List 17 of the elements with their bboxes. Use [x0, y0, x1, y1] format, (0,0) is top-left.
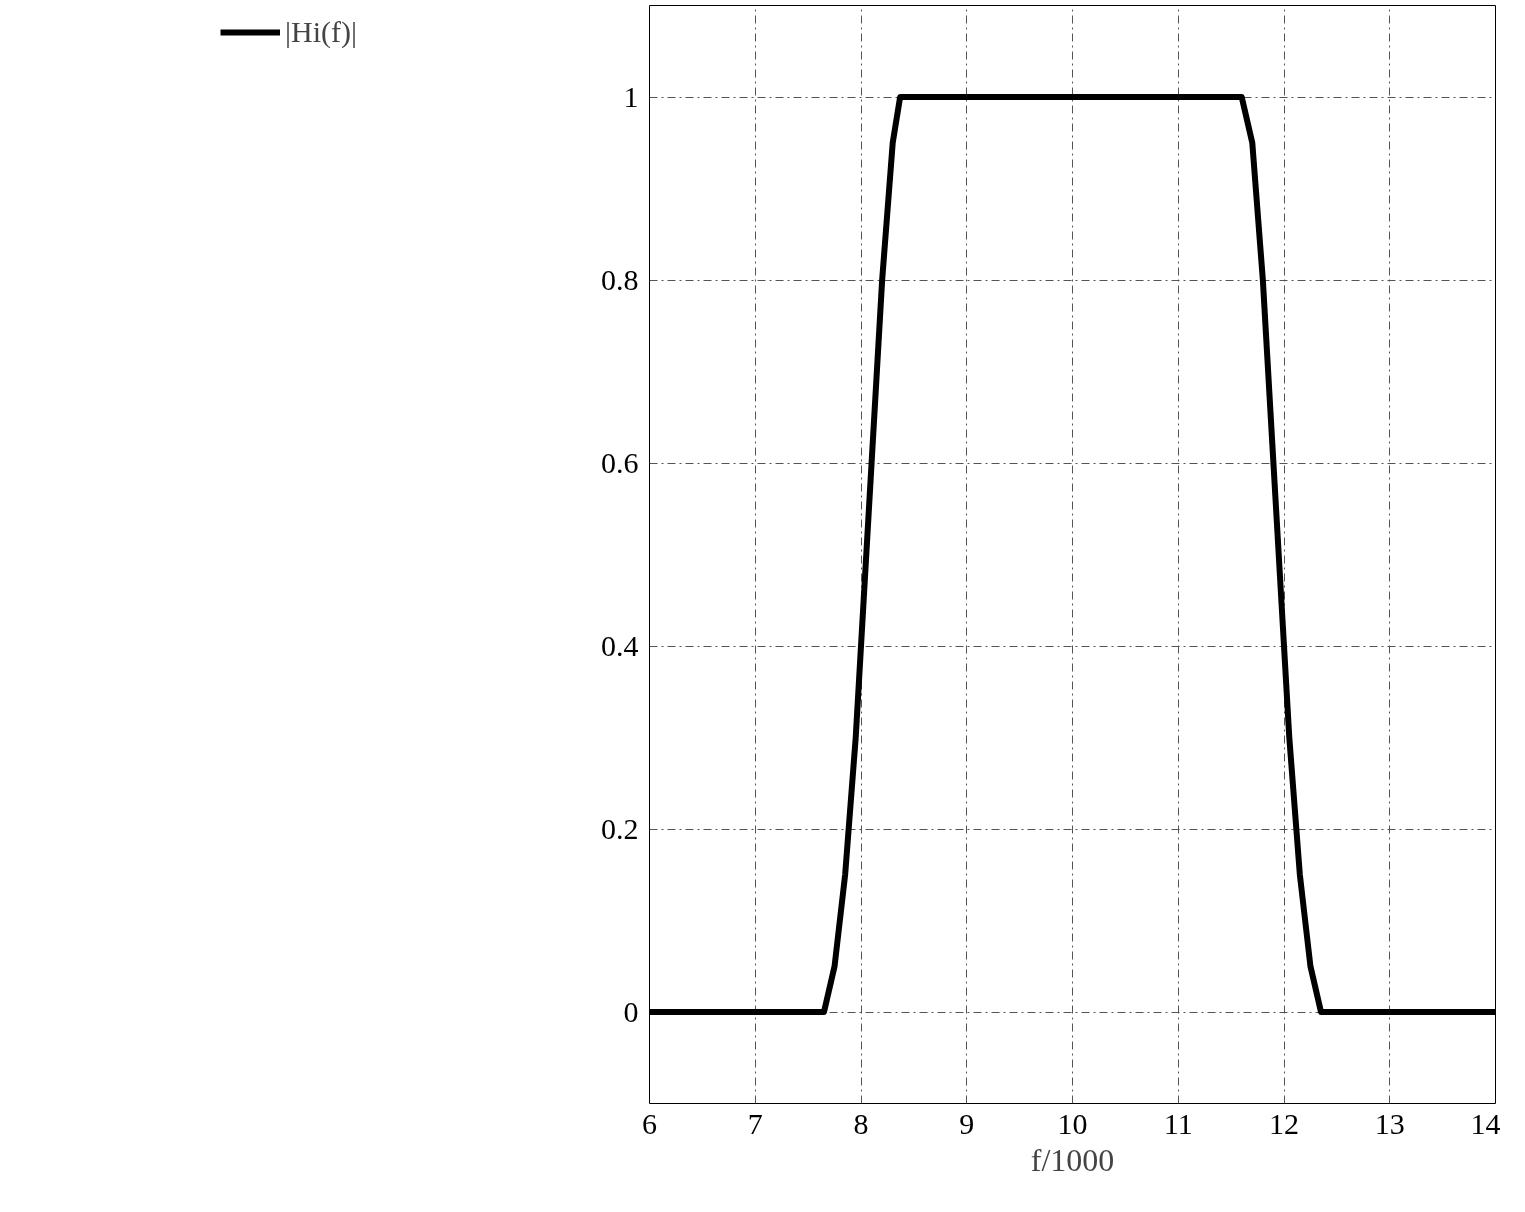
x-tick-label: 13 — [1374, 1106, 1405, 1140]
x-tick-label: 7 — [747, 1106, 763, 1140]
x-tick-label: 6 — [642, 1106, 657, 1140]
y-tick-label: 1 — [623, 79, 639, 113]
y-tick-label: 0.4 — [601, 628, 639, 662]
y-tick-label: 0.6 — [601, 445, 639, 479]
x-tick-label: 12 — [1269, 1106, 1299, 1140]
x-tick-label: 9 — [959, 1106, 975, 1140]
x-tick-label: 8 — [853, 1106, 869, 1140]
x-tick-label: 10 — [1057, 1106, 1088, 1140]
y-tick-label: 0.8 — [601, 262, 639, 296]
x-axis-title: f/1000 — [1030, 1141, 1115, 1178]
legend-label: |Hi(f)| — [285, 15, 357, 49]
x-tick-label: 14 — [1470, 1106, 1501, 1140]
x-tick-label: 11 — [1163, 1106, 1193, 1140]
y-tick-label: 0.2 — [601, 811, 639, 845]
y-tick-label: 0 — [623, 994, 639, 1028]
